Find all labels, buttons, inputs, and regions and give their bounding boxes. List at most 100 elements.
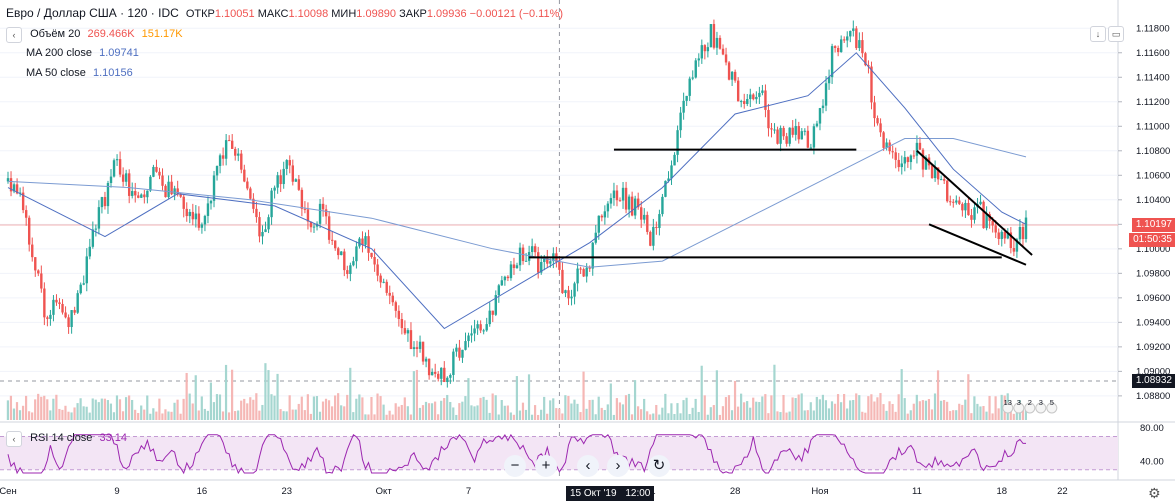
- candle-body: [897, 159, 900, 168]
- candle-body: [406, 330, 410, 334]
- candle-body: [418, 341, 422, 349]
- ma50-value: 1.10156: [92, 67, 133, 79]
- scroll-right-button[interactable]: ›: [607, 455, 629, 477]
- volume-bar: [143, 409, 146, 420]
- candle-body: [40, 273, 43, 289]
- rsi-band: [0, 436, 1118, 470]
- volume-bar: [488, 412, 491, 420]
- candle-body: [115, 159, 119, 161]
- candle-body: [173, 188, 176, 195]
- volume-bar: [809, 402, 812, 420]
- volume-bar: [933, 393, 937, 420]
- ma200-label: MA 200 close: [26, 47, 93, 59]
- volume-bar: [85, 406, 88, 420]
- candle-body: [288, 160, 291, 166]
- candle-body: [900, 163, 903, 168]
- candle-body: [915, 142, 919, 156]
- candle-body: [70, 310, 73, 328]
- candle-body: [715, 37, 719, 48]
- zoom-in-button[interactable]: +: [535, 455, 557, 477]
- volume-bar: [127, 395, 131, 420]
- candle-body: [752, 94, 755, 100]
- candle-body: [379, 275, 382, 283]
- candle-body: [740, 101, 743, 103]
- fullscreen-icon[interactable]: ▭: [1108, 26, 1124, 42]
- crosshair-date: 15 Окт '19: [570, 488, 617, 499]
- ma50-line: [7, 52, 1027, 330]
- event-marker: [1035, 402, 1047, 414]
- candle-body: [191, 211, 195, 220]
- volume-bar: [900, 369, 903, 420]
- low-value: 1.09890: [356, 8, 397, 20]
- candle-body: [82, 283, 85, 285]
- volume-bar: [73, 407, 76, 420]
- price-tick-label: 1.09000: [1136, 366, 1170, 377]
- volume-bar: [31, 412, 34, 420]
- volume-bar: [28, 411, 31, 420]
- volume-bar: [555, 408, 558, 420]
- candle-body: [509, 264, 513, 279]
- candle-body: [215, 165, 219, 176]
- volume-bar: [794, 398, 797, 420]
- volume-bar: [843, 393, 846, 420]
- candle-body: [652, 226, 655, 246]
- candle-body: [479, 324, 482, 331]
- volume-bar: [949, 411, 952, 420]
- reset-chart-button[interactable]: ↻: [648, 455, 670, 477]
- volume-bar: [397, 406, 400, 420]
- price-tick-label: 1.08800: [1136, 391, 1170, 402]
- volume-bar: [400, 404, 403, 420]
- volume-bar: [821, 394, 825, 420]
- volume-bar: [924, 400, 928, 420]
- candle-body: [467, 335, 470, 342]
- candle-body: [655, 226, 658, 229]
- volume-bar: [621, 404, 625, 420]
- candle-body: [203, 215, 207, 225]
- candle-body: [94, 228, 98, 230]
- candle-body: [640, 207, 643, 220]
- volume-bar: [709, 407, 712, 420]
- arrow-down-icon[interactable]: ↓: [1090, 26, 1106, 42]
- rsi-collapse-button[interactable]: ‹: [6, 431, 22, 447]
- volume-bar: [1021, 406, 1024, 420]
- candle-body: [806, 130, 810, 148]
- candle-body: [1018, 227, 1022, 240]
- candle-body: [388, 292, 391, 296]
- candle-body: [700, 45, 704, 59]
- candle-body: [676, 130, 679, 155]
- volume-bar: [852, 399, 855, 420]
- volume-bar: [791, 397, 794, 420]
- gear-icon[interactable]: ⚙: [1148, 485, 1161, 501]
- volume-bar: [446, 394, 449, 420]
- candle-body: [421, 341, 425, 362]
- candle-body: [946, 180, 949, 202]
- volume-bar: [579, 412, 582, 420]
- candle-body: [58, 302, 61, 304]
- volume-bar: [49, 410, 52, 420]
- scroll-left-button[interactable]: ‹: [577, 455, 599, 477]
- zoom-out-button[interactable]: −: [504, 455, 526, 477]
- candle-body: [218, 155, 222, 166]
- candle-body: [91, 229, 95, 247]
- candle-body: [803, 130, 807, 132]
- volume-bar: [858, 395, 861, 420]
- collapse-legend-button[interactable]: ‹: [6, 27, 22, 43]
- candle-body: [1003, 231, 1006, 239]
- volume-bar: [818, 399, 821, 420]
- volume-bar: [443, 398, 446, 420]
- event-count: 5: [1050, 398, 1054, 407]
- volume-bar: [200, 396, 203, 420]
- candle-body: [376, 264, 379, 276]
- rsi-line: [7, 433, 1026, 475]
- volume-bar: [567, 395, 570, 420]
- candle-body: [691, 77, 694, 79]
- candle-body: [346, 270, 349, 274]
- volume-bar: [588, 399, 591, 420]
- volume-bar: [736, 406, 740, 420]
- volume-bar: [909, 410, 912, 420]
- time-tick-label: Ноя: [811, 486, 828, 497]
- candle-body: [55, 299, 58, 303]
- candle-body: [973, 207, 976, 220]
- volume-bar: [915, 394, 918, 420]
